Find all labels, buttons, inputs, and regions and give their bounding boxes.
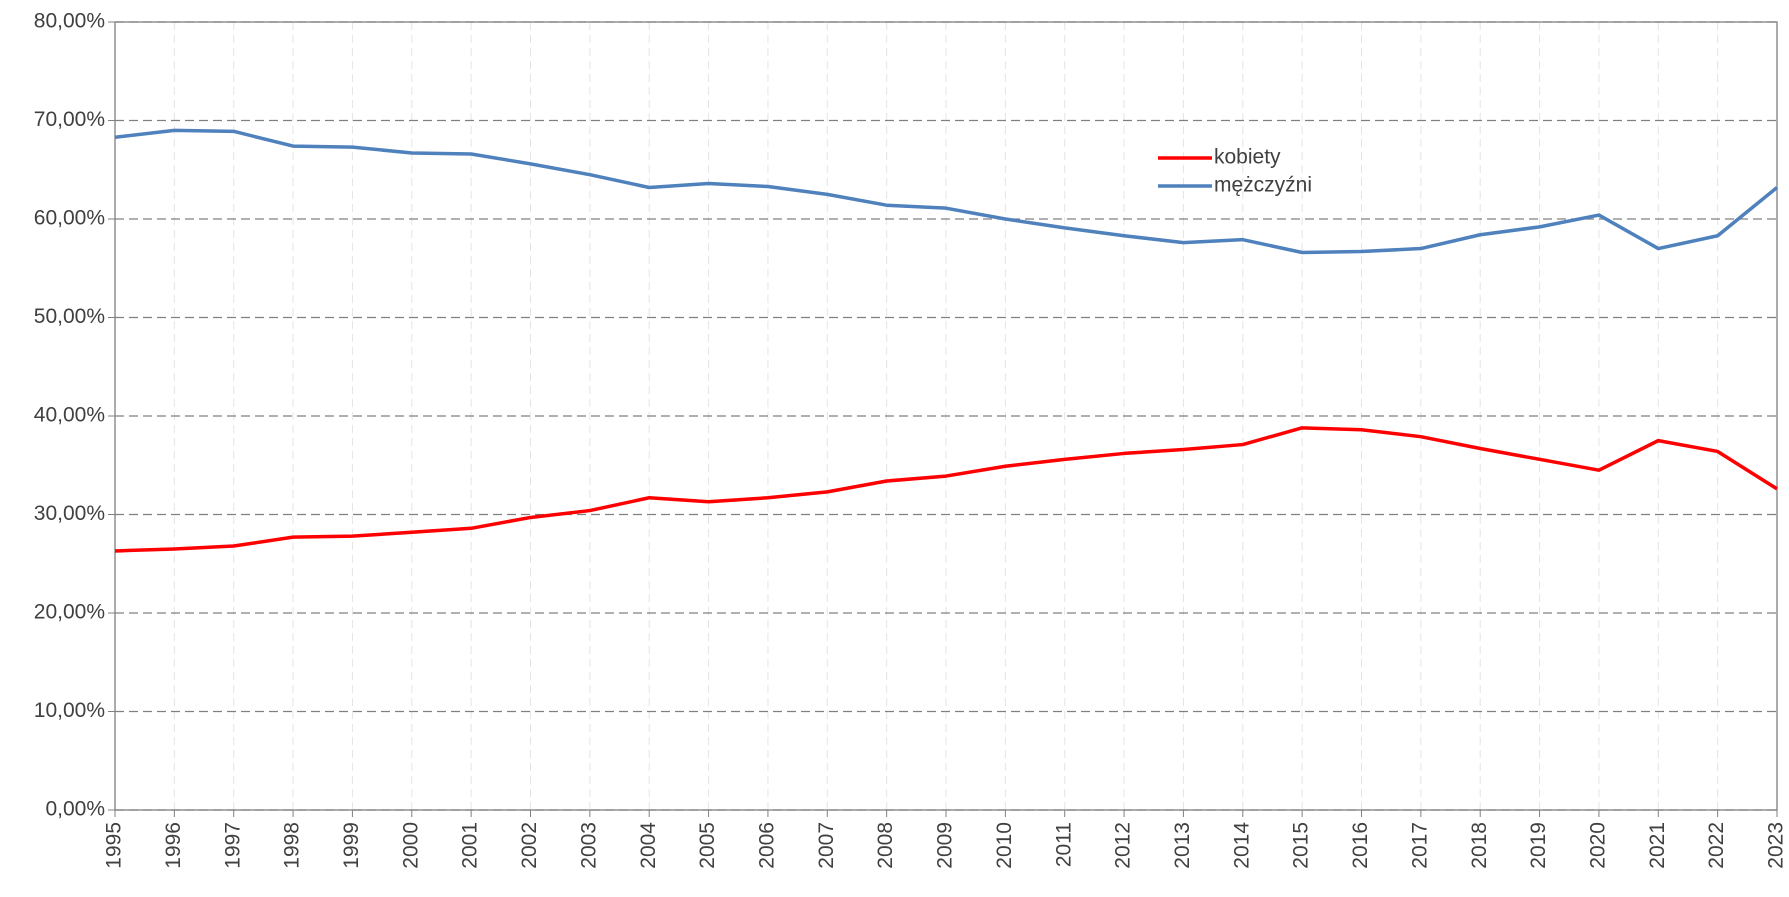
legend-label: mężczyźni xyxy=(1214,174,1312,197)
y-tick-label: 50,00% xyxy=(34,305,105,328)
x-tick-label: 2002 xyxy=(518,822,541,869)
y-tick-label: 40,00% xyxy=(34,404,105,427)
series-line xyxy=(114,426,1778,553)
x-tick-label: 2019 xyxy=(1527,822,1550,869)
y-tick-label: 70,00% xyxy=(34,108,105,131)
y-tick-label: 0,00% xyxy=(45,798,105,821)
series-line xyxy=(114,128,1779,255)
plot-border xyxy=(114,21,1778,811)
x-tick-label: 2004 xyxy=(637,822,660,869)
x-tick-label: 2010 xyxy=(993,822,1016,869)
x-tick-label: 2015 xyxy=(1290,822,1313,869)
x-tick-label: 2008 xyxy=(874,822,897,869)
x-tick-label: 2018 xyxy=(1468,822,1491,869)
x-tick-label: 2007 xyxy=(815,822,838,869)
x-tick-label: 2023 xyxy=(1765,822,1788,869)
y-tick-label: 80,00% xyxy=(34,10,105,33)
x-tick-label: 2020 xyxy=(1586,822,1609,869)
x-tick-label: 2001 xyxy=(459,822,482,869)
x-tick-label: 1997 xyxy=(221,822,244,869)
x-tick-label: 2016 xyxy=(1349,822,1372,869)
x-tick-label: 2017 xyxy=(1408,822,1431,869)
x-tick-label: 2006 xyxy=(755,822,778,869)
x-tick-label: 2013 xyxy=(1171,822,1194,869)
x-tick-label: 2021 xyxy=(1646,822,1669,869)
legend-label: kobiety xyxy=(1214,146,1281,169)
x-tick-label: 1998 xyxy=(281,822,304,869)
y-tick-label: 20,00% xyxy=(34,601,105,624)
x-tick-label: 2011 xyxy=(1052,822,1075,867)
y-tick-label: 10,00% xyxy=(34,699,105,722)
y-tick-label: 30,00% xyxy=(34,502,105,525)
x-tick-label: 2005 xyxy=(696,822,719,869)
x-tick-label: 2009 xyxy=(934,822,957,869)
x-tick-label: 2014 xyxy=(1230,822,1253,869)
x-tick-label: 1995 xyxy=(103,822,126,869)
x-tick-label: 2012 xyxy=(1112,822,1135,869)
x-tick-label: 1996 xyxy=(162,822,185,869)
y-tick-label: 60,00% xyxy=(34,207,105,230)
x-tick-label: 1999 xyxy=(340,822,363,869)
x-tick-label: 2003 xyxy=(577,822,600,869)
x-tick-label: 2022 xyxy=(1705,822,1728,869)
x-tick-label: 2000 xyxy=(399,822,422,869)
